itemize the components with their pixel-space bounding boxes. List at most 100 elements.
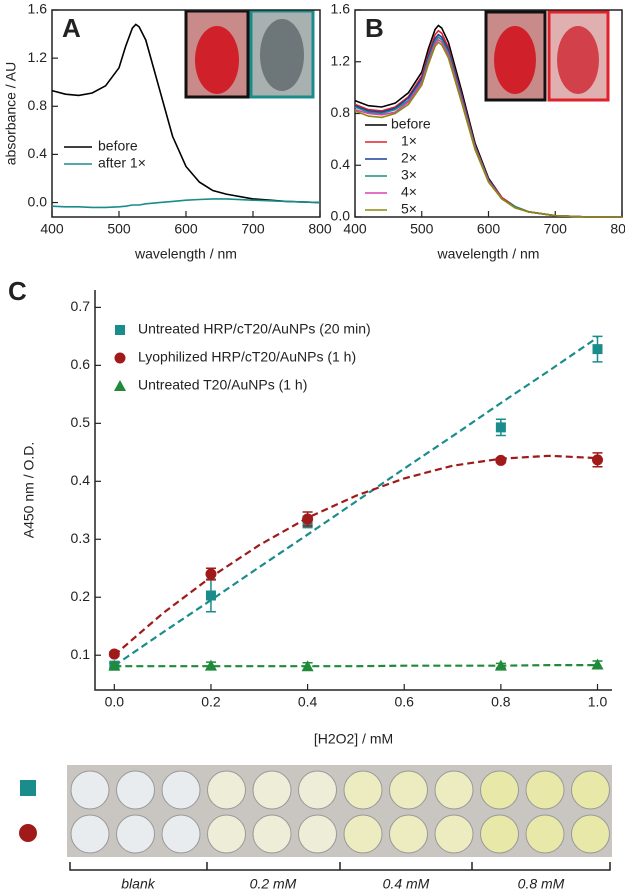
fit-line — [113, 336, 599, 667]
x-tick-label: 0.8 — [491, 694, 511, 710]
x-tick-label: 700 — [241, 221, 265, 237]
point — [592, 454, 604, 466]
well — [434, 814, 474, 854]
y-tick-label: 0.2 — [71, 588, 91, 604]
tube-grey — [260, 19, 304, 91]
x-tick-label: 0.4 — [298, 694, 318, 710]
well — [116, 770, 155, 810]
x-tick-label: 600 — [477, 221, 501, 237]
x-tick-label: 700 — [544, 221, 568, 237]
well — [70, 814, 110, 854]
well — [525, 814, 565, 854]
legend-label: Untreated T20/AuNPs (1 h) — [138, 377, 307, 393]
tube-red — [557, 26, 599, 94]
well — [298, 814, 337, 854]
plate-label: 0.4 mM — [383, 876, 430, 892]
legend-label: 3× — [401, 167, 417, 183]
y-tick-label: 1.6 — [331, 1, 351, 17]
y-tick-label: 0.7 — [71, 298, 91, 314]
y-tick-label: 0.6 — [71, 356, 91, 372]
x-tick-label: 0.0 — [105, 694, 125, 710]
y-tick-label: 0.8 — [331, 104, 351, 120]
y-tick-label: 0.1 — [71, 646, 91, 662]
point — [302, 513, 314, 525]
well — [252, 770, 292, 810]
plate-label: blank — [121, 876, 155, 892]
plate-label: 0.2 mM — [250, 876, 297, 892]
well — [252, 814, 292, 854]
well — [525, 770, 565, 810]
point — [108, 659, 121, 671]
legend-label: Lyophilized HRP/cT20/AuNPs (1 h) — [138, 349, 356, 365]
well — [207, 814, 246, 854]
well-plate — [67, 765, 612, 857]
legend-label: 2× — [401, 150, 417, 166]
well — [70, 770, 110, 810]
point — [591, 658, 604, 670]
well — [207, 770, 246, 810]
panel-letter: A — [62, 13, 81, 43]
x-tick-label: 0.6 — [394, 694, 414, 710]
x-tick-label: 400 — [343, 221, 367, 237]
panel-letter: B — [365, 13, 384, 43]
legend-label: after 1× — [98, 155, 146, 171]
legend-circle — [19, 824, 37, 842]
well — [343, 770, 383, 810]
x-tick-label: 800 — [308, 221, 332, 237]
point — [301, 660, 314, 672]
legend-label: before — [98, 138, 138, 154]
legend-label: 5× — [401, 201, 417, 217]
x-tick-label: 1.0 — [588, 694, 608, 710]
legend-square — [20, 780, 36, 796]
y-tick-label: 0.4 — [28, 145, 48, 161]
y-tick-label: 1.6 — [28, 1, 48, 17]
y-tick-label: 0.5 — [71, 414, 91, 430]
x-tick-label: 600 — [174, 221, 198, 237]
legend-label: 4× — [401, 184, 417, 200]
panel-letter: C — [8, 276, 27, 306]
y-tick-label: 0.0 — [331, 208, 351, 224]
well — [571, 814, 610, 854]
legend-marker — [114, 380, 126, 391]
point — [494, 659, 507, 671]
x-tick-label: 400 — [40, 221, 64, 237]
fit-line — [114, 664, 598, 668]
x-axis-title: wavelength / nm — [134, 246, 237, 262]
y-tick-label: 1.2 — [331, 52, 351, 68]
point — [495, 454, 507, 466]
legend-marker — [114, 352, 126, 364]
y-axis-title: absorbance / AU — [3, 62, 19, 166]
legend-label: 1× — [401, 133, 417, 149]
point — [204, 659, 217, 671]
plate-label: 0.8 mM — [518, 876, 565, 892]
tube-red — [494, 26, 536, 94]
y-tick-label: 0.3 — [71, 530, 91, 546]
well — [389, 770, 428, 810]
well — [298, 770, 337, 810]
point — [592, 344, 603, 355]
y-tick-label: 0.0 — [28, 193, 48, 209]
fit-line — [113, 454, 598, 657]
point — [205, 568, 217, 580]
line — [51, 23, 321, 204]
x-axis-title: [H2O2] / mM — [314, 731, 393, 747]
y-axis-title: A450 nm / O.D. — [21, 442, 37, 538]
bracket — [69, 862, 611, 871]
well — [161, 770, 201, 810]
well — [480, 770, 519, 810]
well — [116, 814, 155, 854]
well — [343, 814, 383, 854]
x-tick-label: 0.2 — [201, 694, 221, 710]
well — [480, 814, 519, 854]
legend-marker — [115, 325, 125, 335]
well — [161, 814, 201, 854]
x-tick-label: 500 — [107, 221, 131, 237]
legend-label: Untreated HRP/cT20/AuNPs (20 min) — [138, 321, 371, 337]
wells — [70, 770, 610, 854]
line — [354, 41, 622, 218]
legend-label: before — [391, 116, 431, 132]
well — [571, 770, 610, 810]
point — [205, 590, 216, 601]
